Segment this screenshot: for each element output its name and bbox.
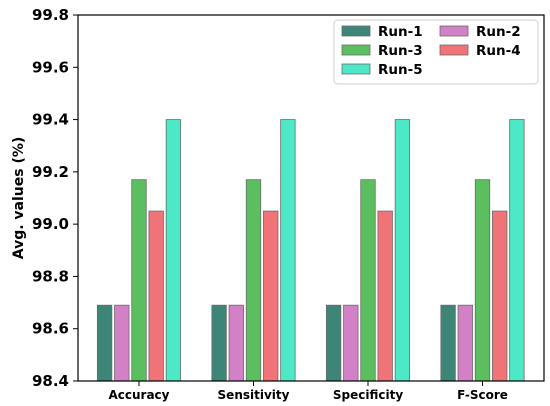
- y-tick-label: 98.8: [32, 267, 69, 285]
- legend-label-run-2: Run-2: [476, 24, 521, 40]
- legend-swatch-run-5: [341, 63, 371, 75]
- x-tick-label: Accuracy: [108, 388, 169, 402]
- bar-run-4-specificity: [377, 210, 393, 382]
- bar-run-5-accuracy: [165, 119, 182, 382]
- legend-label-run-4: Run-4: [476, 43, 521, 59]
- bar-run-1-sensitivity: [211, 304, 227, 382]
- legend-label-run-3: Run-3: [378, 43, 423, 59]
- y-tick-label: 99.4: [32, 111, 69, 129]
- bar-run-1-accuracy: [96, 304, 113, 382]
- bar-run-3-specificity: [360, 179, 376, 382]
- x-tick-label: Specificity: [333, 388, 403, 402]
- y-axis-title: Avg. values (%): [11, 137, 27, 260]
- bar-run-5-specificity: [394, 119, 411, 382]
- y-tick-label: 99.6: [32, 58, 69, 76]
- legend-label-run-5: Run-5: [378, 62, 423, 78]
- legend-swatch-run-2: [439, 25, 469, 37]
- bar-run-3-f-score: [474, 179, 491, 382]
- bar-run-5-f-score: [509, 119, 525, 382]
- plot-area: 98.4 98.6 98.8 99.0 99.2 99.4 99.6 99.8 Accuracy…: [32, 6, 545, 402]
- y-tick-label: 98.4: [32, 372, 69, 390]
- bar-run-4-f-score: [492, 210, 508, 382]
- x-tick-label: Sensitivity: [218, 388, 290, 402]
- legend-swatch-run-4: [439, 44, 469, 56]
- bar-run-2-f-score: [457, 304, 473, 382]
- legend: Run-1 Run-3 Run-5 Run-2 Run-4: [333, 19, 539, 85]
- bar-run-4-sensitivity: [263, 210, 279, 382]
- bar-run-1-specificity: [325, 304, 342, 382]
- axes-frame: [77, 14, 545, 382]
- x-tick-label: F-Score: [457, 388, 508, 402]
- bar-run-3-accuracy: [131, 179, 147, 382]
- bar-run-2-accuracy: [114, 304, 130, 382]
- bar-run-2-specificity: [343, 304, 359, 382]
- legend-swatch-run-3: [341, 44, 371, 56]
- y-tick-label: 99.8: [32, 6, 69, 24]
- bar-run-3-sensitivity: [245, 179, 262, 382]
- y-tick-label: 98.6: [32, 320, 69, 338]
- legend-box: [333, 19, 539, 85]
- bar-run-5-sensitivity: [280, 119, 296, 382]
- y-tick-label: 99.2: [32, 163, 69, 181]
- legend-label-run-1: Run-1: [378, 24, 423, 40]
- bar-run-2-sensitivity: [228, 304, 244, 382]
- bar-run-4-accuracy: [148, 210, 164, 382]
- bar-run-1-f-score: [440, 304, 456, 382]
- y-tick-label: 99.0: [32, 215, 69, 233]
- legend-swatch-run-1: [341, 25, 371, 37]
